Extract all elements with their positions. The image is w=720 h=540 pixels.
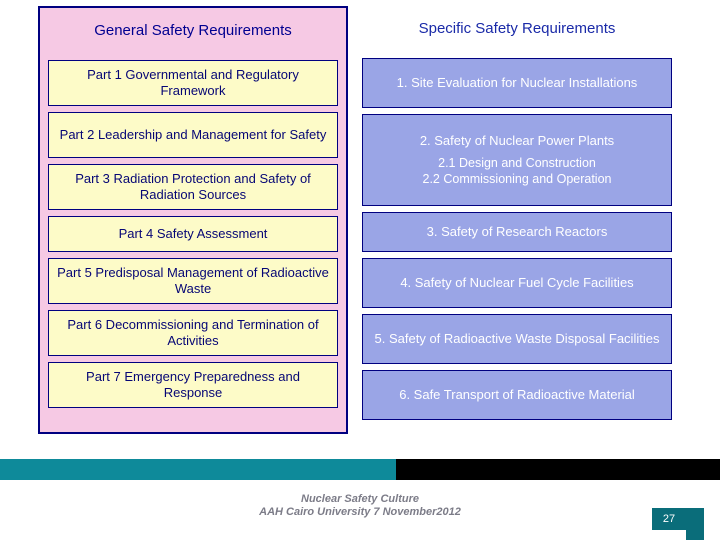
gsr-part1: Part 1 Governmental and Regulatory Frame… — [48, 60, 338, 106]
gsr-part6: Part 6 Decommissioning and Termination o… — [48, 310, 338, 356]
footer-text: Nuclear Safety Culture AAH Cairo Univers… — [259, 493, 461, 521]
footer-accent — [686, 508, 704, 540]
ssr-1: 1. Site Evaluation for Nuclear Installat… — [362, 58, 672, 108]
specific-header: Specific Safety Requirements — [362, 6, 672, 50]
ssr-2-sub1: 2.1 Design and Construction — [423, 155, 612, 171]
footer-line1: Nuclear Safety Culture — [259, 493, 461, 507]
general-header: General Safety Requirements — [48, 8, 338, 52]
specific-requirements-panel: Specific Safety Requirements 1. Site Eva… — [362, 6, 672, 434]
gsr-part7: Part 7 Emergency Preparedness and Respon… — [48, 362, 338, 408]
gsr-part5: Part 5 Predisposal Management of Radioac… — [48, 258, 338, 304]
ssr-6: 6. Safe Transport of Radioactive Materia… — [362, 370, 672, 420]
ssr-2-sub: 2.1 Design and Construction 2.2 Commissi… — [423, 155, 612, 188]
ssr-2-sub2: 2.2 Commissioning and Operation — [423, 171, 612, 187]
slide: General Safety Requirements Part 1 Gover… — [0, 0, 720, 540]
page-number: 27 — [652, 508, 686, 530]
content-area: General Safety Requirements Part 1 Gover… — [0, 0, 720, 434]
general-requirements-panel: General Safety Requirements Part 1 Gover… — [38, 6, 348, 434]
ssr-4: 4. Safety of Nuclear Fuel Cycle Faciliti… — [362, 258, 672, 308]
footer: Nuclear Safety Culture AAH Cairo Univers… — [0, 480, 720, 540]
ssr-2: 2. Safety of Nuclear Power Plants 2.1 De… — [362, 114, 672, 206]
gsr-part2: Part 2 Leadership and Management for Saf… — [48, 112, 338, 158]
ssr-5: 5. Safety of Radioactive Waste Disposal … — [362, 314, 672, 364]
gsr-part4: Part 4 Safety Assessment — [48, 216, 338, 252]
ssr-3: 3. Safety of Research Reactors — [362, 212, 672, 252]
gsr-part3: Part 3 Radiation Protection and Safety o… — [48, 164, 338, 210]
ssr-2-main: 2. Safety of Nuclear Power Plants — [420, 133, 614, 149]
footer-line2: AAH Cairo University 7 November2012 — [259, 506, 461, 520]
